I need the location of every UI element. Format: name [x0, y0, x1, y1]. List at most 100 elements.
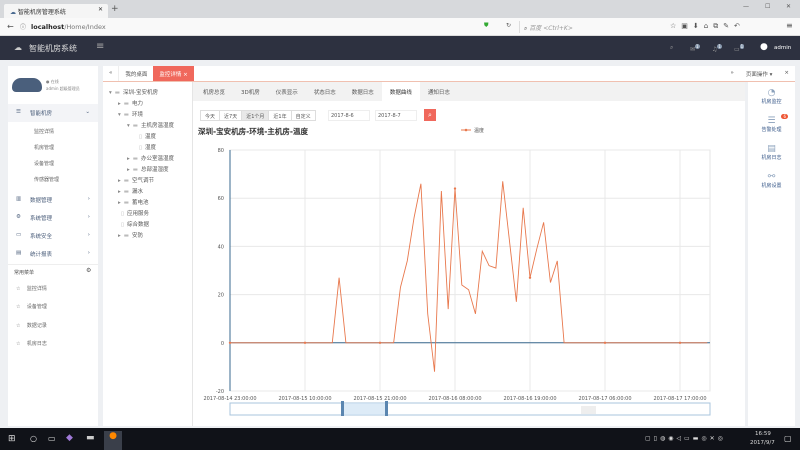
- gear-icon[interactable]: ⚙: [86, 267, 92, 274]
- scroll-left-icon[interactable]: «: [103, 66, 120, 81]
- right-panel-item[interactable]: ⚯ 机房设置: [748, 172, 795, 189]
- close-tab-icon[interactable]: ✕: [97, 6, 103, 13]
- tree-node[interactable]: ▸ ▬ 蓄电池: [118, 198, 148, 206]
- sidebar-subitem[interactable]: 传感器管理: [34, 177, 60, 183]
- messages-icon[interactable]: ✉1: [690, 44, 700, 53]
- tab-my-desktop[interactable]: 我的桌面: [125, 72, 148, 78]
- sidebar-item-reports[interactable]: ▤ 统计报表 ›: [8, 245, 98, 263]
- scroll-right-icon[interactable]: »: [730, 70, 734, 76]
- end-date-input[interactable]: 2017-8-7: [375, 110, 417, 121]
- browser-tab[interactable]: ☁ 智能机房管理系统 ✕: [4, 4, 108, 18]
- subtab[interactable]: 数据曲线: [381, 82, 420, 101]
- favorite-item[interactable]: ☆ 监控详情: [16, 286, 47, 292]
- tab-monitor-detail[interactable]: 监控详情 ×: [153, 66, 194, 81]
- zoom-slider-window[interactable]: [343, 403, 386, 415]
- hamburger-icon[interactable]: ≡: [96, 41, 105, 52]
- tree-label: 深圳-宝安机房: [122, 90, 158, 96]
- sidebar-item-data[interactable]: ▥ 数据管理 ›: [8, 191, 98, 209]
- tree-node[interactable]: ▸ ▬ 办公室温湿度: [127, 154, 174, 162]
- legend-marker[interactable]: [464, 128, 468, 132]
- file-explorer-icon[interactable]: ▬: [86, 433, 95, 443]
- tree-label: 温度: [145, 134, 157, 140]
- subtab[interactable]: 3D机房: [241, 90, 260, 96]
- bell-icon[interactable]: ♫1: [712, 44, 722, 53]
- user-name[interactable]: admin: [774, 45, 792, 51]
- subtab[interactable]: 仪表显示: [275, 90, 298, 96]
- tree-node[interactable]: ▯ 湿度: [136, 143, 156, 151]
- sidebar-item-system[interactable]: ⚙ 系统管理 ›: [8, 209, 98, 227]
- tasks-icon[interactable]: ▭1: [734, 44, 745, 53]
- chevron-down-icon: ⌄: [85, 109, 90, 115]
- sidebar-subitem[interactable]: 机房管理: [34, 145, 55, 151]
- new-tab-icon[interactable]: +: [111, 4, 119, 14]
- search-box[interactable]: ⌕ 百度 <Ctrl+K>: [519, 21, 659, 33]
- tree-label: 电力: [131, 101, 143, 107]
- minimize-icon[interactable]: —: [743, 3, 749, 10]
- tree-node[interactable]: ▸ ▬ 电力: [118, 99, 143, 107]
- close-icon[interactable]: ×: [183, 72, 188, 78]
- favorite-item[interactable]: ☆ 数据记录: [16, 323, 47, 329]
- system-tray-icons[interactable]: ▢▯◍◉◁▭▬◎✕◎: [645, 435, 726, 442]
- subtab[interactable]: 机房总览: [203, 90, 226, 96]
- maximize-icon[interactable]: ☐: [765, 3, 771, 10]
- y-tick-label: 60: [218, 196, 224, 202]
- zoom-handle-right[interactable]: [385, 401, 388, 416]
- subtab[interactable]: 状态日志: [313, 90, 336, 96]
- subtab[interactable]: 通知日志: [427, 90, 450, 96]
- tree-node[interactable]: ▸ ▬ 安防: [118, 231, 143, 239]
- favorite-label: 监控详情: [26, 286, 47, 292]
- zoom-slider[interactable]: [229, 402, 711, 416]
- tree-node[interactable]: ▯ 应用服务: [118, 209, 149, 217]
- page-tabs: « 我的桌面 监控详情 × » 页面操作 ▾ ×: [103, 66, 795, 82]
- tree-node[interactable]: ▾ ▬ 主机房温湿度: [127, 121, 174, 129]
- search-icon[interactable]: ○: [30, 434, 37, 443]
- tree-node[interactable]: ▸ ▬ 空气调节: [118, 176, 154, 184]
- page-ops-dropdown[interactable]: 页面操作 ▾: [745, 72, 773, 78]
- zoom-handle-left[interactable]: [341, 401, 344, 416]
- sidebar-subitem[interactable]: 设备管理: [34, 161, 55, 167]
- tree-node[interactable]: ▸ ▬ 漏水: [118, 187, 143, 195]
- right-panel-item[interactable]: ◔ 机房监控: [748, 88, 795, 105]
- url-host: localhost: [31, 23, 65, 31]
- notification-icon[interactable]: ▢: [784, 434, 792, 443]
- y-tick-label: 0: [221, 341, 224, 347]
- start-date-input[interactable]: 2017-8-6: [328, 110, 370, 121]
- search-icon[interactable]: ⌕: [670, 44, 674, 51]
- plot-frame: [229, 149, 711, 392]
- address-bar[interactable]: ← ⓘ localhost/Home/Index ⛊ ↻ ⌕ 百度 <Ctrl+…: [0, 18, 800, 36]
- tree-label: 综合数据: [127, 222, 150, 228]
- task-view-icon[interactable]: ▭: [48, 434, 56, 443]
- subtab[interactable]: 数据日志: [351, 90, 374, 96]
- menu-icon[interactable]: ≡: [786, 21, 793, 30]
- url[interactable]: localhost/Home/Index: [31, 23, 106, 31]
- sidebar-item-security[interactable]: ▭ 系统安全 ›: [8, 227, 98, 245]
- sidebar-label: 系统管理: [30, 216, 53, 222]
- reload-icon[interactable]: ↻: [506, 22, 512, 29]
- tree-label: 主机房温湿度: [140, 123, 174, 129]
- tree-node[interactable]: ▸ ▬ 总部温湿度: [127, 165, 168, 173]
- user-icon[interactable]: ●: [760, 42, 768, 52]
- folder-icon: ▬: [123, 178, 129, 184]
- tree-node[interactable]: ▯ 温度: [136, 132, 156, 140]
- windows-start-icon[interactable]: ⊞: [8, 434, 16, 444]
- tree-node[interactable]: ▾ ▬ 深圳-宝安机房: [109, 88, 158, 96]
- sidebar-subitem[interactable]: 监控详情: [34, 129, 55, 135]
- close-all-icon[interactable]: ×: [784, 70, 789, 76]
- legend-label[interactable]: 温度: [474, 127, 484, 134]
- url-path: /Home/Index: [64, 23, 106, 31]
- right-panel-item[interactable]: ▤ 机房日志: [748, 144, 795, 161]
- tree-node[interactable]: ▾ ▬ 环境: [118, 110, 143, 118]
- tree-node[interactable]: ▯ 综合数据: [118, 220, 149, 228]
- visual-studio-icon[interactable]: ◆: [66, 433, 73, 443]
- firefox-icon[interactable]: ●: [104, 431, 122, 450]
- right-panel-item[interactable]: ☰ 告警处理 6: [748, 114, 795, 133]
- browser-toolbar-icons[interactable]: ☆▣⬇⌂⧉✎↶: [670, 22, 745, 30]
- search-button[interactable]: ⌕: [424, 109, 436, 121]
- favorite-item[interactable]: ☆ 设备管理: [16, 304, 47, 310]
- close-window-icon[interactable]: ✕: [786, 3, 792, 10]
- back-icon[interactable]: ←: [7, 22, 14, 31]
- x-tick-label: 2017-08-17 17:00:00: [653, 396, 706, 402]
- favorite-item[interactable]: ☆ 机房日志: [16, 341, 47, 347]
- sidebar-item-smart-room[interactable]: ☰ 智能机房 ⌄: [8, 104, 98, 122]
- range-button[interactable]: 自定义: [290, 110, 316, 121]
